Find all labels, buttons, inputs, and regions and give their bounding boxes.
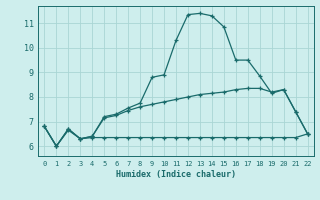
X-axis label: Humidex (Indice chaleur): Humidex (Indice chaleur) bbox=[116, 170, 236, 179]
